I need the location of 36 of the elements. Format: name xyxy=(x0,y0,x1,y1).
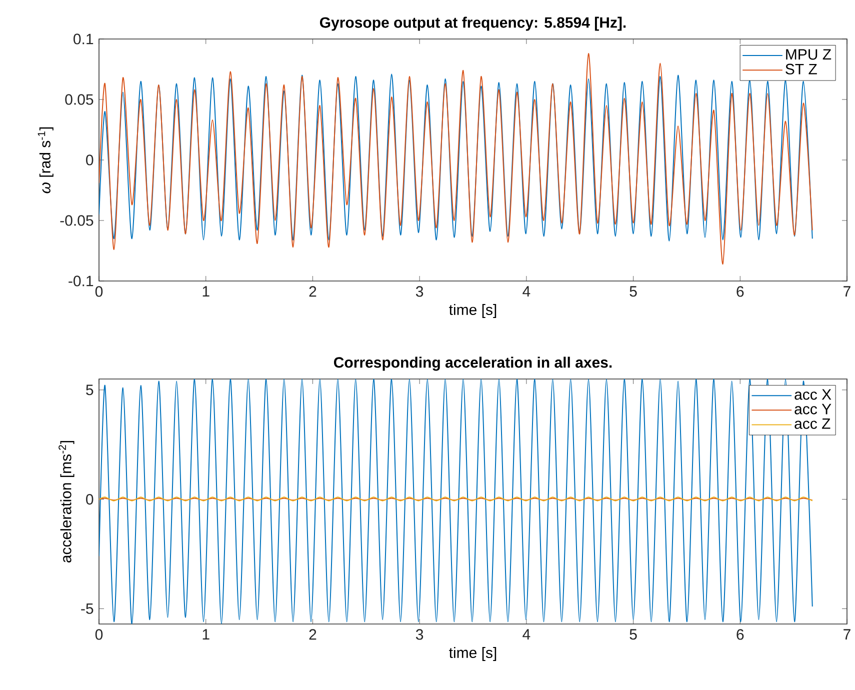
x-tick-label: 2 xyxy=(309,286,316,297)
y-tick-label: -0.1 xyxy=(68,276,94,286)
legend-label: MPU Z xyxy=(786,49,832,60)
x-tick-label: 4 xyxy=(522,286,530,297)
y-axis-title: ω [rad s$^{-1}$] xyxy=(38,127,54,194)
x-tick-label: 1 xyxy=(202,629,210,640)
chart-title: Gyrosope output at frequency: 5.8594 [Hz]. xyxy=(320,16,626,31)
y-axis-title: acceleration [ms$^{-2}$] xyxy=(58,440,74,562)
y-tick-label: 5 xyxy=(86,384,94,396)
legend-label: ST Z xyxy=(786,64,817,74)
x-tick-label: 4 xyxy=(522,629,530,640)
x-tick-label: 5 xyxy=(630,286,637,297)
chart-title: Corresponding acceleration in all axes. xyxy=(334,356,612,371)
x-tick-label: 3 xyxy=(416,629,424,640)
line-series xyxy=(99,74,813,242)
y-tick-label: 0 xyxy=(86,494,94,505)
x-tick-label: 0 xyxy=(95,286,103,297)
x-tick-label: 3 xyxy=(416,286,424,297)
x-tick-label: 7 xyxy=(844,629,850,640)
x-tick-label: 2 xyxy=(309,629,316,640)
x-tick-label: 0 xyxy=(95,629,103,640)
x-tick-label: 1 xyxy=(202,286,210,297)
x-tick-label: 6 xyxy=(736,286,744,297)
y-tick-label: -0.05 xyxy=(60,215,94,226)
x-axis-title: time [s] xyxy=(449,304,496,318)
y-tick-label: 0.1 xyxy=(74,34,94,44)
x-tick-label: 6 xyxy=(736,629,744,640)
legend-label: acc Z xyxy=(794,418,830,429)
y-tick-label: 0 xyxy=(86,154,94,166)
x-axis-title: time [s] xyxy=(449,647,496,661)
x-tick-label: 7 xyxy=(844,286,850,297)
legend-label: acc X xyxy=(794,389,832,400)
y-tick-label: 0.05 xyxy=(65,94,94,105)
legend-label: acc Y xyxy=(794,404,832,414)
x-tick-label: 5 xyxy=(630,629,637,640)
y-tick-label: -5 xyxy=(81,603,94,614)
